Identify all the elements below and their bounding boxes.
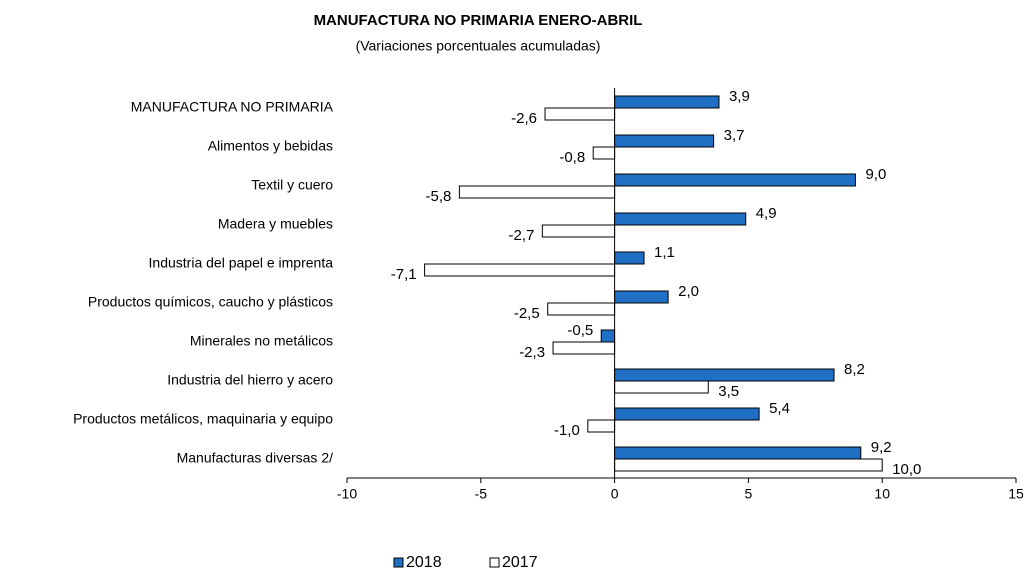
category-label: Alimentos y bebidas	[208, 138, 333, 154]
value-label: 10,0	[892, 461, 921, 478]
category-label: Madera y muebles	[218, 216, 333, 232]
bar	[600, 329, 616, 343]
value-label: 2,0	[678, 283, 699, 300]
value-label: 3,5	[718, 383, 739, 400]
value-label: -2,5	[514, 305, 540, 322]
category-label: Manufacturas diversas 2/	[177, 450, 334, 466]
value-label: 9,0	[865, 166, 886, 183]
bar	[614, 380, 709, 394]
value-label: 5,4	[769, 400, 790, 417]
bar	[614, 134, 715, 148]
bar	[614, 251, 645, 265]
bar	[587, 419, 616, 433]
category-label: Minerales no metálicos	[190, 333, 333, 349]
category-label: Industria del papel e imprenta	[149, 255, 334, 271]
category-label: Productos químicos, caucho y plásticos	[88, 294, 333, 310]
chart-title: MANUFACTURA NO PRIMARIA ENERO-ABRIL	[314, 12, 643, 29]
x-tick-label: 15	[1008, 486, 1024, 502]
value-label: -2,7	[508, 227, 534, 244]
value-label: 9,2	[871, 439, 892, 456]
bar	[614, 173, 856, 187]
bar	[547, 302, 616, 316]
x-tick-label: 0	[611, 486, 619, 502]
category-label: Textil y cuero	[251, 177, 333, 193]
bar	[614, 458, 883, 472]
bar	[592, 146, 616, 160]
bar	[614, 212, 747, 226]
legend-swatch	[393, 557, 404, 568]
bar	[552, 341, 616, 355]
chart-subtitle: (Variaciones porcentuales acumuladas)	[356, 38, 601, 54]
value-label: 4,9	[756, 205, 777, 222]
value-label: -7,1	[391, 266, 417, 283]
value-label: -2,6	[511, 110, 537, 127]
value-label: 3,9	[729, 88, 750, 105]
value-label: 3,7	[724, 127, 745, 144]
bar	[614, 407, 760, 421]
legend-label: 2018	[406, 554, 442, 571]
value-label: -5,8	[426, 188, 452, 205]
bar	[614, 368, 835, 382]
x-tick-label: 5	[745, 486, 753, 502]
value-label: -0,8	[559, 149, 585, 166]
bar	[458, 185, 616, 199]
bar	[541, 224, 616, 238]
category-label: Industria del hierro y acero	[167, 372, 333, 388]
value-label: -2,3	[519, 344, 545, 361]
bar	[614, 446, 862, 460]
x-tick-label: -10	[337, 486, 357, 502]
legend-swatch	[489, 557, 500, 568]
category-label: MANUFACTURA NO PRIMARIA	[131, 99, 334, 115]
category-label: Productos metálicos, maquinaria y equipo	[73, 411, 333, 427]
value-label: 1,1	[654, 244, 675, 261]
x-tick-label: 10	[874, 486, 890, 502]
legend-label: 2017	[502, 554, 538, 571]
value-label: -1,0	[554, 422, 580, 439]
x-tick-label: -5	[475, 486, 488, 502]
bar	[424, 263, 616, 277]
bar	[614, 290, 669, 304]
value-label: -0,5	[567, 322, 593, 339]
bar	[544, 107, 616, 121]
value-label: 8,2	[844, 361, 865, 378]
bar	[614, 95, 720, 109]
